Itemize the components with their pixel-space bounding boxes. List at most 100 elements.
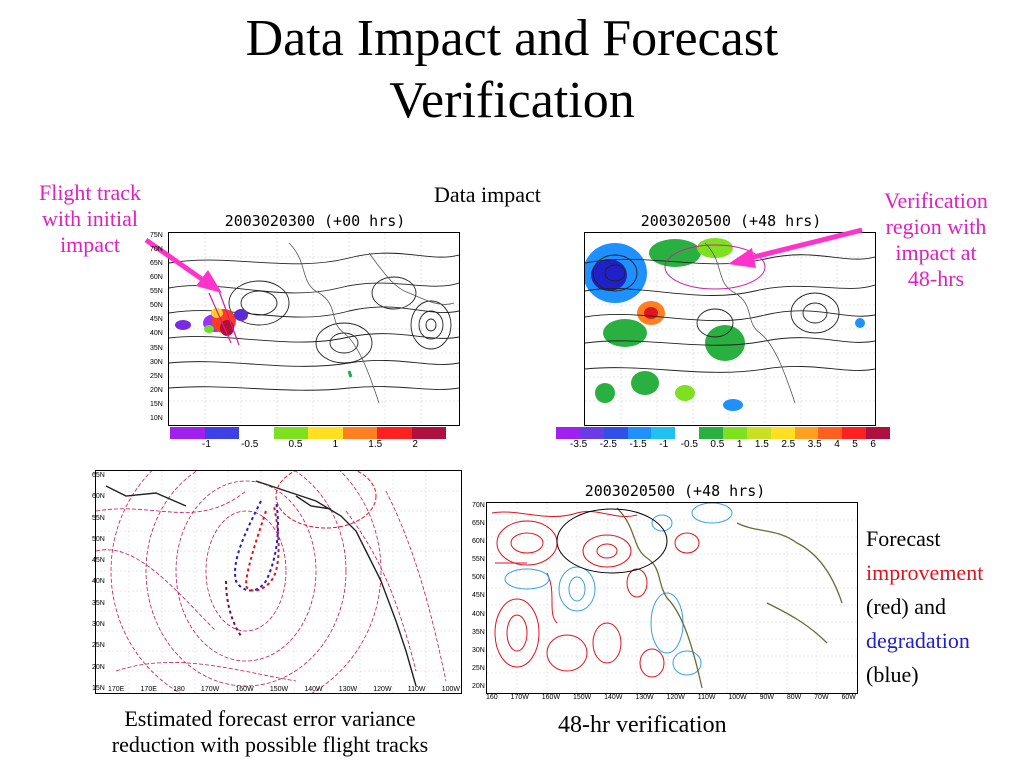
flight-track-line3: impact	[60, 232, 120, 257]
bottom-left-xticks: 170E 170E 180 170W 160W 150W 140W 130W 1…	[108, 686, 460, 693]
colorbar-label: 1.5	[754, 439, 769, 450]
flight-track-arrow	[144, 237, 222, 293]
verification-line4: 48-hrs	[907, 266, 965, 291]
bottom-right-map	[486, 502, 858, 694]
slide-title: Data Impact and Forecast Verification	[0, 8, 1024, 132]
improvement-contours	[491, 511, 700, 678]
colorbar-label: 3.5	[807, 439, 822, 450]
xtick-label: 110W	[697, 694, 716, 701]
top-left-map	[168, 232, 460, 426]
top-right-map	[584, 232, 876, 426]
colorbar-label: 1	[332, 439, 339, 450]
ytick-label: 60N	[472, 538, 485, 546]
verification-line2: region with	[885, 214, 987, 239]
verification-caption: 48-hr verification	[558, 712, 727, 738]
ytick-label: 65N	[472, 520, 485, 528]
colorbar-label: 1	[736, 439, 743, 450]
colorbar-swatch	[204, 427, 239, 439]
colorbar-swatch	[308, 427, 343, 439]
xtick-label: 130W	[635, 694, 654, 701]
xtick-label: 170W	[510, 694, 529, 701]
flight-track-annotation: Flight track with initial impact	[22, 180, 158, 258]
ytick-label: 20N	[92, 663, 105, 671]
xtick-label: 100W	[441, 686, 460, 693]
top-right-map-title: 2003020500 (+48 hrs)	[640, 212, 822, 230]
ytick-label: 55N	[92, 514, 105, 522]
flight-track-impact	[175, 290, 248, 346]
ytick-label: 50N	[472, 574, 485, 582]
top-left-map-title: 2003020300 (+00 hrs)	[224, 212, 406, 230]
bottom-right-map-svg	[487, 503, 857, 693]
xtick-label: 60W	[841, 694, 856, 701]
xtick-label: 150W	[572, 694, 592, 701]
colorbar-label: 0.5	[710, 439, 725, 450]
ytick-label: 70N	[472, 502, 485, 509]
ytick-label: 35N	[150, 344, 163, 352]
colorbar-label: -1	[659, 439, 669, 450]
colorbar-swatch	[746, 427, 771, 439]
colorbar-label: -0.5	[680, 439, 698, 450]
ytick-label: 55N	[150, 288, 163, 296]
ytick-label: 60N	[92, 493, 105, 501]
ytick-label: 50N	[92, 535, 105, 543]
ytick-label: 20N	[472, 682, 485, 690]
ytick-label: 45N	[150, 316, 163, 324]
ytick-label: 30N	[472, 646, 485, 654]
xtick-label: 140W	[304, 686, 323, 693]
ytick-label: 50N	[150, 302, 163, 310]
top-right-map-svg	[585, 233, 875, 425]
colorbar-swatch	[556, 427, 580, 439]
colorbar-swatch	[239, 427, 274, 439]
colorbar-label: -3.5	[570, 439, 588, 450]
xtick-label: 90W	[759, 694, 774, 701]
red-and-label: (red) and	[866, 594, 947, 619]
xtick-label: 100W	[728, 694, 747, 701]
forecast-legend: Forecast improvement (red) and degradati…	[866, 522, 1022, 692]
top-left-colorbar: -1 -0.5 0.5 1 1.5 2	[170, 427, 446, 450]
colorbar-swatch	[627, 427, 652, 439]
blue-label: (blue)	[866, 662, 919, 687]
verification-region-annotation: Verification region with impact at 48-hr…	[866, 188, 1006, 292]
xtick-label: 170E	[108, 686, 125, 693]
xtick-label: 120W	[373, 686, 392, 693]
error-variance-line2: reduction with possible flight tracks	[111, 732, 429, 757]
xtick-label: 160	[486, 694, 498, 701]
colorbar-label: 1.5	[368, 439, 383, 450]
ytick-label: 30N	[92, 621, 105, 629]
xtick-label: 110W	[407, 686, 426, 693]
error-variance-caption: Estimated forecast error variance reduct…	[60, 706, 480, 758]
xtick-label: 150W	[269, 686, 289, 693]
bottom-right-xticks: 160 170W 160W 150W 140W 130W 120W 110W 1…	[486, 694, 856, 701]
possible-flight-tracks	[225, 500, 280, 637]
colorbar-label: -1.5	[629, 439, 647, 450]
slide-title-line2: Verification	[389, 72, 635, 129]
colorbar-swatch	[603, 427, 628, 439]
colorbar-label: 2.5	[781, 439, 796, 450]
bottom-right-map-title: 2003020500 (+48 hrs)	[584, 482, 766, 500]
impact-shading	[585, 238, 865, 411]
colorbar-label: -0.5	[241, 439, 259, 450]
colorbar-swatch	[842, 427, 867, 439]
colorbar-swatch	[675, 427, 700, 439]
verification-line1: Verification	[884, 188, 988, 213]
verification-arrow	[728, 227, 863, 268]
colorbar-swatch	[651, 427, 676, 439]
ytick-label: 30N	[150, 358, 163, 366]
colorbar-label: 5	[852, 439, 858, 450]
ytick-label: 25N	[150, 372, 163, 380]
top-left-yticks: 75N 70N 65N 60N 55N 50N 45N 40N 35N 30N …	[150, 232, 166, 422]
colorbar-label: -2.5	[599, 439, 617, 450]
ytick-label: 15N	[92, 684, 105, 692]
degradation-contours	[504, 503, 733, 676]
ytick-label: 45N	[472, 592, 485, 600]
slide-title-line1: Data Impact and Forecast	[245, 10, 779, 67]
ytick-label: 25N	[472, 664, 485, 672]
forecast-prefix: Forecast	[866, 526, 941, 551]
verification-line3: impact at	[895, 240, 977, 265]
xtick-label: 70W	[814, 694, 829, 701]
colorbar-swatch	[273, 427, 308, 439]
flight-track-line1: Flight track	[38, 180, 142, 205]
ytick-label: 65N	[150, 260, 163, 268]
degradation-label: degradation	[866, 628, 970, 653]
colorbar-swatch	[699, 427, 724, 439]
